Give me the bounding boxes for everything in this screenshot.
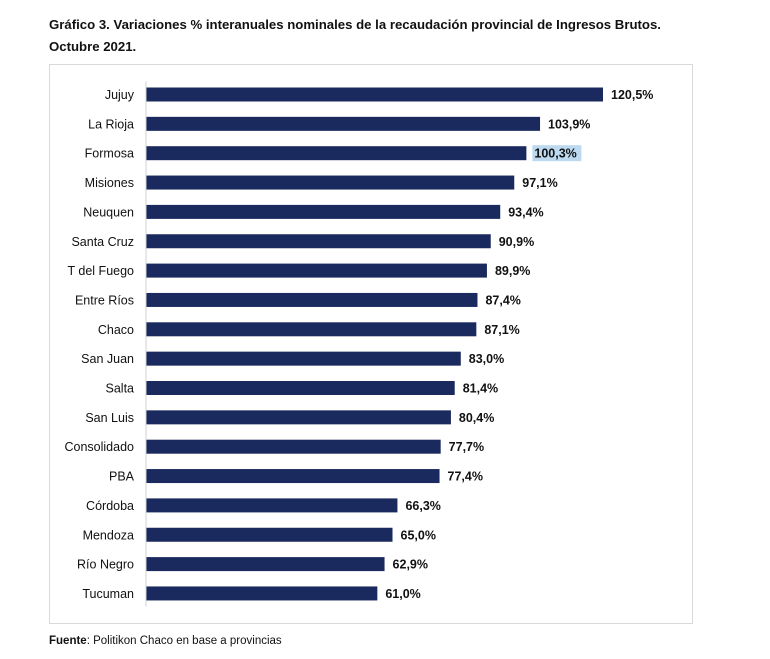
bar: [146, 586, 378, 601]
category-label: La Rioja: [88, 117, 134, 131]
category-label: Consolidado: [65, 440, 135, 454]
data-label: 89,9%: [495, 264, 530, 278]
category-label: Jujuy: [105, 88, 135, 102]
data-label: 87,4%: [485, 293, 520, 307]
data-label: 97,1%: [522, 176, 557, 190]
chart-title: Gráfico 3. Variaciones % interanuales no…: [49, 14, 729, 58]
bar: [146, 469, 440, 484]
selection-highlight: [532, 145, 582, 162]
data-label: 62,9%: [393, 558, 428, 572]
data-label: 90,9%: [499, 235, 534, 249]
bar: [146, 146, 527, 161]
data-label: 103,9%: [548, 117, 590, 131]
chart-frame: [49, 64, 693, 624]
bar: [146, 234, 491, 249]
category-label: Neuquen: [83, 205, 134, 219]
category-label: Córdoba: [86, 499, 134, 513]
bar: [146, 439, 441, 454]
data-label: 93,4%: [508, 205, 543, 219]
bar: [146, 204, 501, 219]
data-label: 83,0%: [469, 352, 504, 366]
data-label: 77,7%: [449, 440, 484, 454]
category-label: Misiones: [85, 176, 134, 190]
data-label: 61,0%: [385, 587, 420, 601]
category-label: Santa Cruz: [71, 235, 134, 249]
bar: [146, 498, 398, 513]
bar: [146, 410, 451, 425]
category-label: Tucuman: [82, 587, 134, 601]
data-label: 80,4%: [459, 411, 494, 425]
category-label: T del Fuego: [68, 264, 135, 278]
bar: [146, 116, 541, 131]
data-label: 120,5%: [611, 88, 653, 102]
source-text: : Politikon Chaco en base a provincias: [86, 635, 282, 647]
bar: [146, 527, 393, 542]
chart-title-line-1: Gráfico 3. Variaciones % interanuales no…: [49, 17, 661, 32]
data-label: 66,3%: [405, 499, 440, 513]
source-note: Fuente: Politikon Chaco en base a provin…: [49, 635, 282, 647]
category-label: Mendoza: [83, 528, 134, 542]
category-label: Chaco: [98, 323, 134, 337]
chart-title-line-2: Octubre 2021.: [49, 39, 137, 54]
data-label: 100,3%: [534, 147, 576, 161]
category-label: PBA: [109, 470, 135, 484]
bar: [146, 381, 455, 395]
data-label: 65,0%: [401, 528, 436, 542]
source-label: Fuente: [49, 635, 87, 647]
category-label: San Luis: [85, 411, 134, 425]
category-label: Formosa: [85, 147, 134, 161]
data-label: 87,1%: [484, 323, 519, 337]
bar: [146, 292, 478, 307]
bar: [146, 87, 603, 102]
bar: [146, 351, 461, 366]
category-label: San Juan: [81, 352, 134, 366]
data-label: 77,4%: [448, 470, 483, 484]
bar: [146, 322, 477, 337]
category-label: Río Negro: [77, 558, 134, 572]
category-label: Salta: [106, 382, 135, 396]
bar: [146, 263, 487, 278]
category-label: Entre Ríos: [75, 293, 134, 307]
bar: [146, 175, 515, 190]
bar: [146, 557, 385, 572]
data-label: 81,4%: [463, 382, 498, 396]
